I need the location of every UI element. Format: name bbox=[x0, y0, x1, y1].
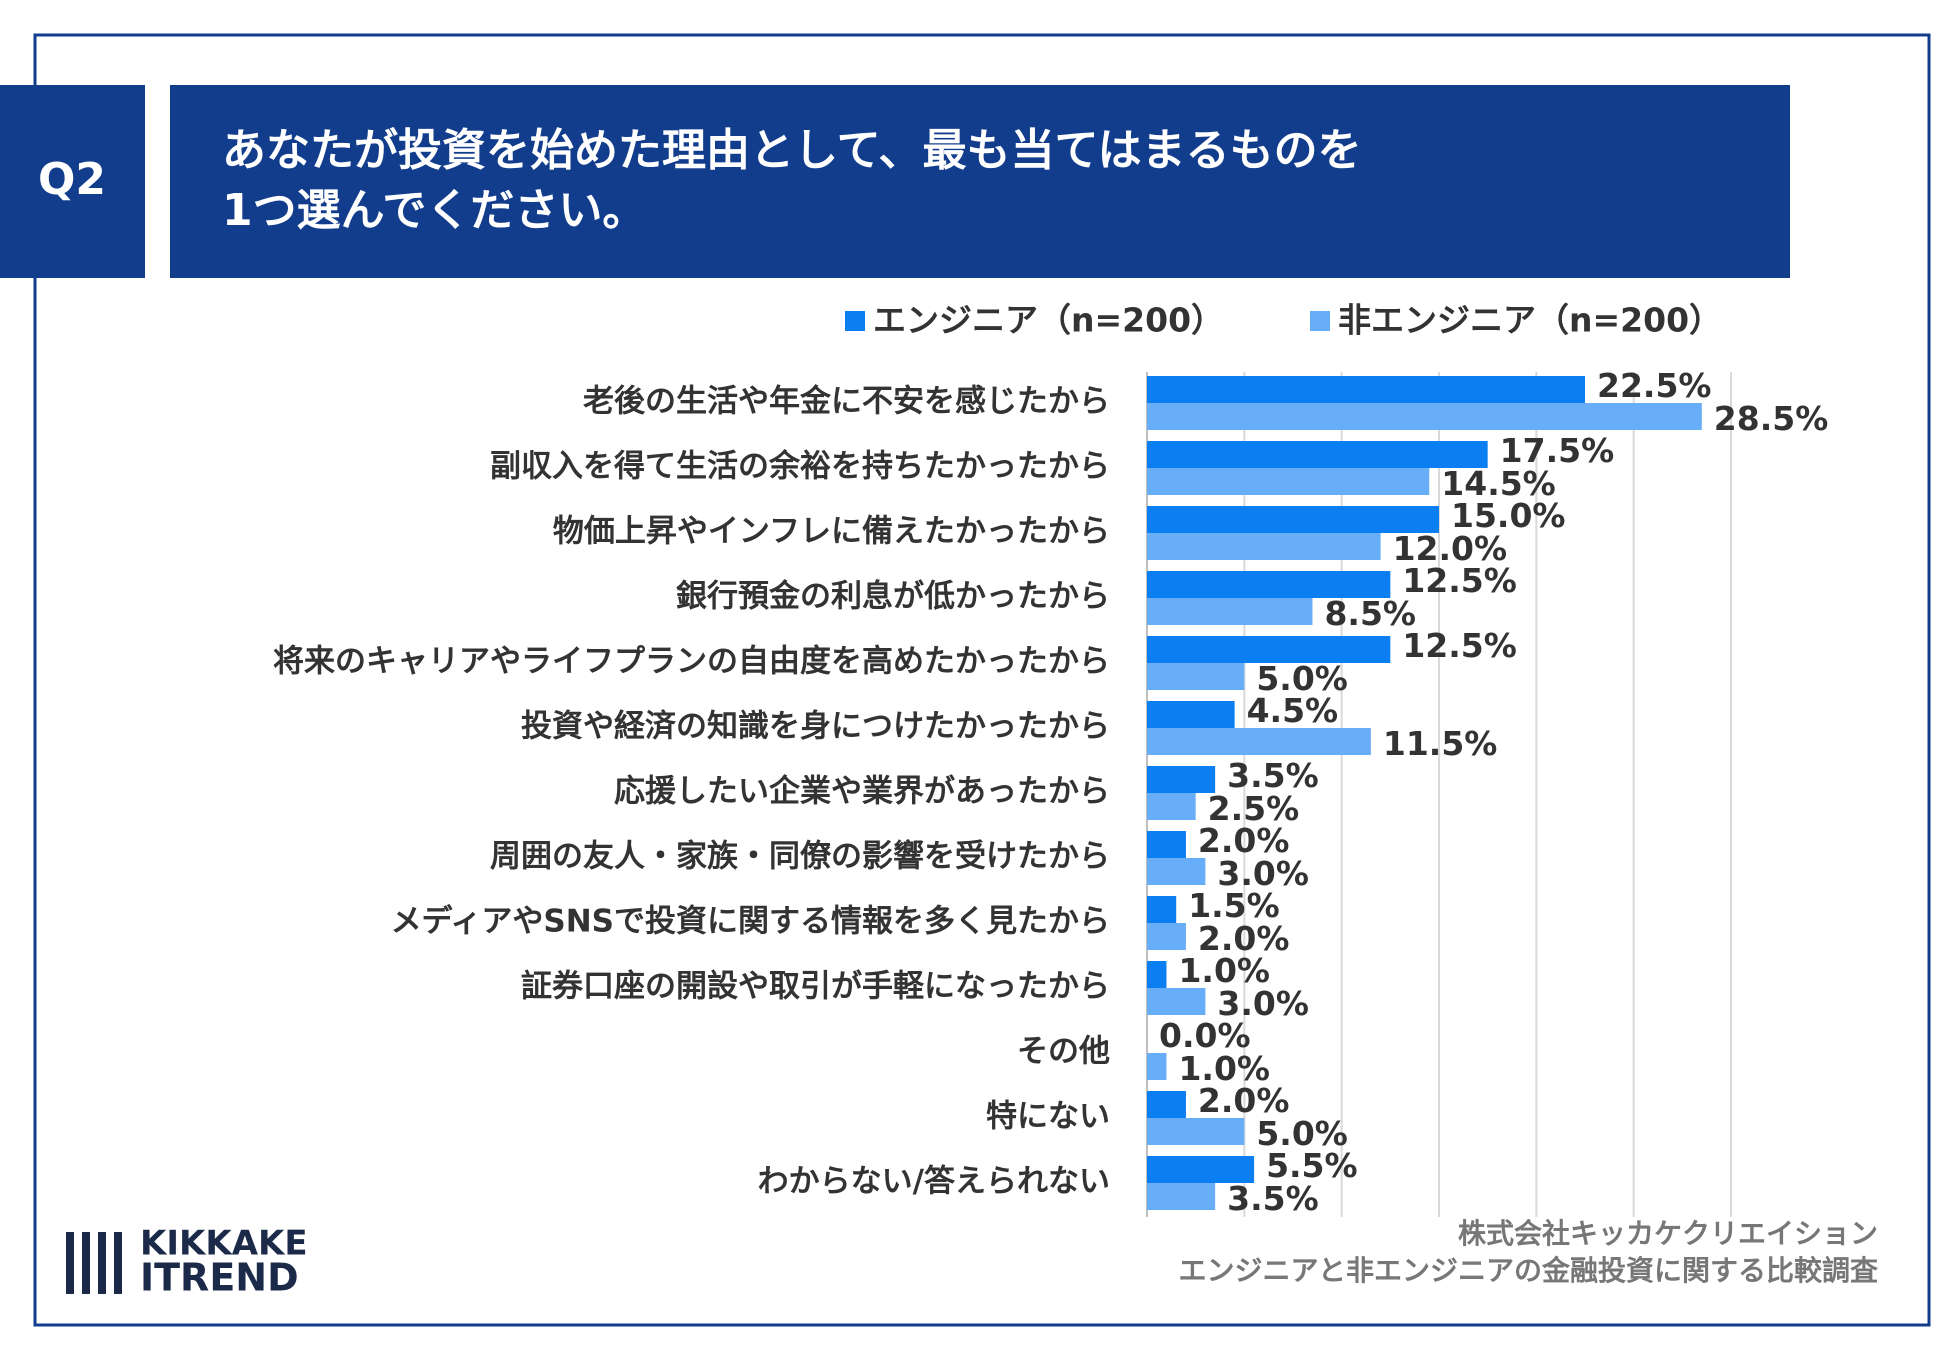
data-label: 1.0% bbox=[1178, 1049, 1270, 1088]
y-tick-label: わからない/答えられない bbox=[758, 1164, 1110, 1200]
bar bbox=[1147, 831, 1186, 858]
bar bbox=[1147, 896, 1177, 923]
y-tick-label: その他 bbox=[1017, 1034, 1110, 1070]
y-tick-label: 証券口座の開設や取引が手軽になったから bbox=[521, 969, 1110, 1005]
bar bbox=[1147, 858, 1206, 885]
badge-box bbox=[0, 85, 145, 278]
bar bbox=[1147, 506, 1439, 533]
bar bbox=[1147, 1156, 1255, 1183]
bar bbox=[1147, 701, 1235, 728]
logo-text: KIKKAKE bbox=[140, 1224, 308, 1264]
logo-mark bbox=[66, 1232, 122, 1294]
y-tick-label: 銀行預金の利息が低かったから bbox=[676, 579, 1110, 615]
y-tick-label: 特にない bbox=[986, 1099, 1110, 1135]
data-label: 3.0% bbox=[1217, 984, 1309, 1023]
bar bbox=[1147, 961, 1167, 988]
data-label: 5.0% bbox=[1256, 1114, 1348, 1153]
data-label: 12.5% bbox=[1402, 626, 1517, 665]
data-label: 2.0% bbox=[1198, 1081, 1290, 1120]
bar bbox=[1147, 1118, 1245, 1145]
logo-text: ITREND bbox=[140, 1256, 299, 1300]
badge: Q2 bbox=[38, 154, 106, 205]
y-tick-label: 将来のキャリアやライフプランの自由度を高めたかったから bbox=[273, 644, 1110, 680]
data-label: 12.0% bbox=[1393, 529, 1508, 568]
title-box bbox=[170, 85, 1790, 278]
data-label: 1.5% bbox=[1188, 886, 1280, 925]
data-label: 2.5% bbox=[1208, 789, 1300, 828]
legend-label: エンジニア（n=200） bbox=[873, 301, 1224, 340]
data-label: 17.5% bbox=[1500, 431, 1615, 470]
bar bbox=[1147, 988, 1206, 1015]
bar bbox=[1147, 403, 1702, 430]
bar bbox=[1147, 1183, 1216, 1210]
source: エンジニアと非エンジニアの金融投資に関する比較調査 bbox=[1179, 1254, 1878, 1287]
legend-swatch bbox=[845, 311, 865, 331]
bar bbox=[1147, 1053, 1167, 1080]
bar bbox=[1147, 728, 1371, 755]
data-label: 3.5% bbox=[1227, 1179, 1319, 1218]
y-tick-label: 周囲の友人・家族・同僚の影響を受けたから bbox=[490, 839, 1110, 875]
data-label: 8.5% bbox=[1324, 594, 1416, 633]
data-label: 5.5% bbox=[1266, 1146, 1358, 1185]
frame bbox=[33, 33, 1931, 1327]
bar bbox=[1147, 598, 1313, 625]
bar bbox=[1147, 376, 1585, 403]
data-label: 3.0% bbox=[1217, 854, 1309, 893]
data-label: 15.0% bbox=[1451, 496, 1566, 535]
legend-label: 非エンジニア（n=200） bbox=[1338, 301, 1722, 340]
y-tick-label: 投資や経済の知識を身につけたかったから bbox=[521, 709, 1110, 745]
data-label: 4.5% bbox=[1247, 691, 1339, 730]
bar bbox=[1147, 793, 1196, 820]
data-label: 28.5% bbox=[1714, 399, 1829, 438]
y-tick-label: 応援したい企業や業界があったから bbox=[614, 774, 1110, 810]
data-label: 22.5% bbox=[1597, 366, 1712, 405]
bar bbox=[1147, 571, 1391, 598]
y-tick-label: 老後の生活や年金に不安を感じたから bbox=[583, 384, 1110, 420]
y-tick-label: 物価上昇やインフレに備えたかったから bbox=[553, 514, 1110, 550]
bar bbox=[1147, 766, 1216, 793]
bar bbox=[1147, 636, 1391, 663]
data-label: 11.5% bbox=[1383, 724, 1498, 763]
bar bbox=[1147, 441, 1488, 468]
title-line: あなたが投資を始めた理由として、最も当てはまるものを bbox=[222, 125, 1362, 176]
data-label: 12.5% bbox=[1402, 561, 1517, 600]
source: 株式会社キッカケクリエイション bbox=[1458, 1217, 1878, 1250]
data-label: 2.0% bbox=[1198, 919, 1290, 958]
data-label: 1.0% bbox=[1178, 951, 1270, 990]
data-label: 0.0% bbox=[1159, 1016, 1251, 1055]
data-label: 14.5% bbox=[1441, 464, 1556, 503]
legend-swatch bbox=[1310, 311, 1330, 331]
bar bbox=[1147, 1091, 1186, 1118]
y-tick-label: 副収入を得て生活の余裕を持ちたかったから bbox=[490, 449, 1110, 485]
bar bbox=[1147, 663, 1245, 690]
bar bbox=[1147, 533, 1381, 560]
data-label: 2.0% bbox=[1198, 821, 1290, 860]
data-label: 3.5% bbox=[1227, 756, 1319, 795]
bar bbox=[1147, 923, 1186, 950]
data-label: 5.0% bbox=[1256, 659, 1348, 698]
bar bbox=[1147, 468, 1430, 495]
title-line: 1つ選んでください。 bbox=[222, 185, 646, 236]
y-tick-label: メディアやSNSで投資に関する情報を多く見たから bbox=[391, 904, 1110, 940]
